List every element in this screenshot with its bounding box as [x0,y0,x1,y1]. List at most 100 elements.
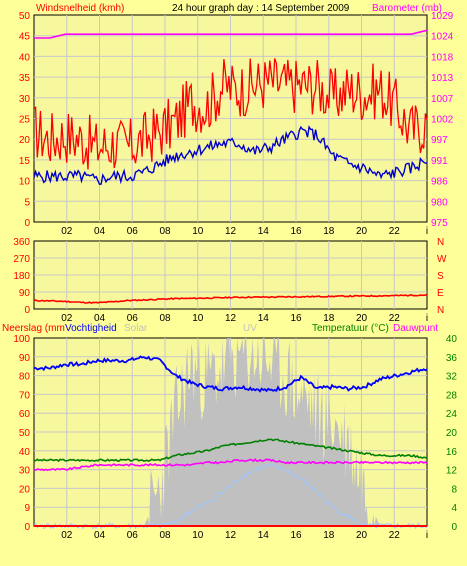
dewpoint-label: Dauwpunt [393,323,438,334]
y-right-tick-label: 1029 [431,11,454,22]
y-right-tick-label: 16 [446,447,458,458]
x-tick-label: 10 [192,313,204,324]
y-left-tick-label: 0 [24,522,30,533]
x-tick-label: 22 [389,313,401,324]
y-left-tick-label: 30 [19,94,31,105]
y-right-tick-label: 24 [446,409,458,420]
x-tick-label: 16 [290,530,302,541]
y-left-tick-label: 20 [19,484,31,495]
direction-label: E [437,288,444,299]
y-right-tick-label: 1024 [431,32,454,43]
direction-label: N [437,305,444,316]
x-tick-label: 10 [192,530,204,541]
direction-label: N [437,237,444,248]
y-left-tick-label: 35 [19,73,31,84]
y-right-tick-label: 991 [431,156,448,167]
y-right-tick-label: 0 [451,522,457,533]
wind-direction-line [33,293,428,304]
y-left-tick-label: 40 [19,52,31,63]
y-right-tick-label: 1002 [431,115,454,126]
x-tick-label: 20 [356,226,368,237]
y-right-tick-label: 32 [446,372,458,383]
x-tick-label: 14 [258,313,270,324]
barometer-label: Barometer (mb) [372,3,442,14]
y-left-tick-label: 50 [19,11,31,22]
y-right-tick-label: 975 [431,218,448,229]
y-right-tick-label: 12 [446,466,458,477]
x-tick-label: 22 [389,530,401,541]
y-right-tick-label: 997 [431,135,448,146]
y-left-tick-label: 80 [19,372,31,383]
x-tick-label: 02 [61,530,73,541]
y-right-tick-label: 36 [446,353,458,364]
x-tick-label: 04 [94,530,106,541]
y-left-tick-label: 90 [19,288,31,299]
y-right-tick-label: 28 [446,390,458,401]
x-tick-label: 18 [323,313,335,324]
x-tick-label: 18 [323,530,335,541]
x-tick-label: i [426,226,428,237]
x-tick-label: 12 [225,313,237,324]
solar-area [34,338,427,526]
y-left-tick-label: 70 [19,390,31,401]
x-tick-label: 02 [61,226,73,237]
y-right-tick-label: 980 [431,197,448,208]
x-tick-label: 16 [290,313,302,324]
x-tick-label: 20 [356,313,368,324]
x-tick-label: 12 [225,226,237,237]
y-left-tick-label: 0 [24,305,30,316]
y-left-tick-label: 50 [19,428,31,439]
y-left-tick-label: 45 [19,32,31,43]
temp-label: Temperatuur (°C) [312,323,389,334]
tick-labels: 02 04 06 08 10 12 14 16 18 20 22 i02 04 06 08 10 12 14 16 1… [13,11,457,541]
humidity-label: Vochtigheid [65,323,117,334]
y-left-tick-label: 40 [19,447,31,458]
x-tick-label: i [426,530,428,541]
y-left-tick-label: 30 [19,466,31,477]
x-tick-label: 18 [323,226,335,237]
humidity-line [33,355,428,393]
dewpoint-line [33,458,428,472]
x-tick-label: 02 [61,313,73,324]
y-left-tick-label: 90 [19,353,31,364]
x-tick-label: 04 [94,313,106,324]
y-left-tick-label: 10 [19,177,31,188]
solar-label: Solar [124,323,148,334]
y-left-tick-label: 9 [24,503,30,514]
x-tick-label: 14 [258,530,270,541]
y-left-tick-label: 25 [19,115,31,126]
x-tick-label: 22 [389,226,401,237]
x-tick-label: 20 [356,530,368,541]
uv-label: UV [243,323,257,334]
rain-label: Neerslag (mm [2,323,65,334]
direction-label: S [437,271,444,282]
x-tick-label: 06 [127,226,139,237]
y-left-tick-label: 100 [13,334,30,345]
temperature-line [33,438,428,463]
y-left-tick-label: 180 [13,271,30,282]
y-right-tick-label: 8 [451,484,457,495]
y-right-tick-label: 1013 [431,73,454,84]
x-tick-label: 04 [94,226,106,237]
y-left-tick-label: 20 [19,135,31,146]
chart-title: 24 hour graph day : 14 September 2009 [172,3,350,14]
y-left-tick-label: 360 [13,237,30,248]
y-right-tick-label: 20 [446,428,458,439]
x-tick-label: 06 [127,313,139,324]
y-right-tick-label: 4 [451,503,457,514]
y-left-tick-label: 0 [24,218,30,229]
series-group [33,29,428,530]
y-left-tick-label: 15 [19,156,31,167]
x-tick-label: 16 [290,226,302,237]
y-right-tick-label: 1018 [431,52,454,63]
x-tick-label: 08 [159,530,171,541]
x-tick-label: 08 [159,313,171,324]
x-tick-label: 08 [159,226,171,237]
x-tick-label: i [426,313,428,324]
y-right-tick-label: 40 [446,334,458,345]
y-right-tick-label: 1007 [431,94,454,105]
x-tick-label: 06 [127,530,139,541]
x-tick-label: 14 [258,226,270,237]
wind-speed-line [33,58,428,170]
